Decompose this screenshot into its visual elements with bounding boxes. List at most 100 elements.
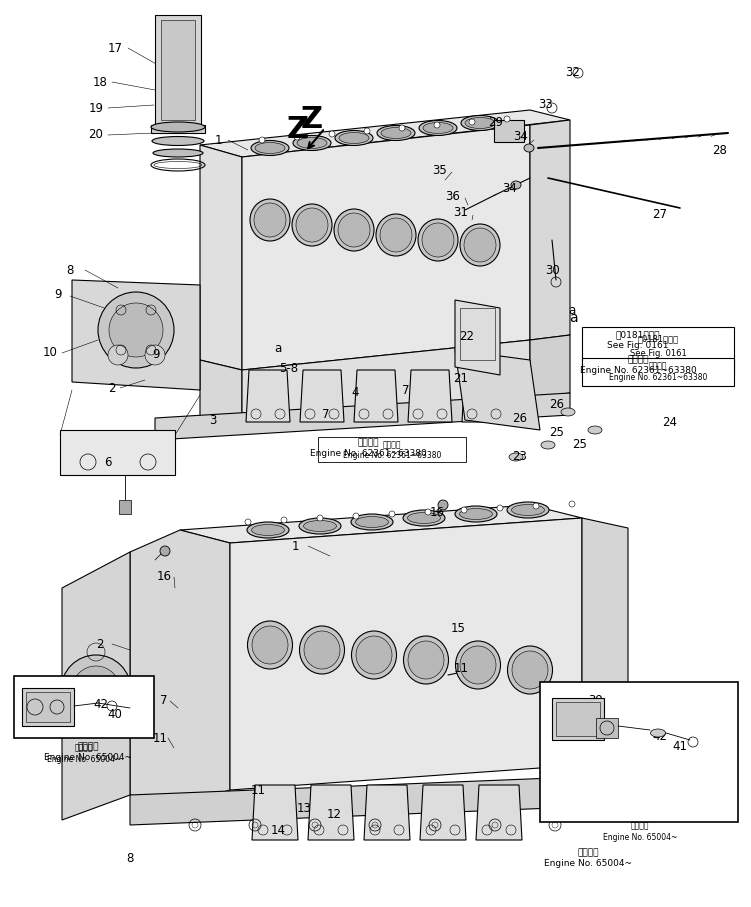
Bar — [155, 15, 201, 125]
Polygon shape — [408, 370, 452, 422]
Text: 42: 42 — [653, 729, 668, 743]
Ellipse shape — [509, 453, 523, 461]
Circle shape — [434, 122, 440, 128]
Ellipse shape — [464, 228, 496, 262]
Polygon shape — [252, 785, 298, 840]
Text: 26: 26 — [550, 398, 565, 412]
Circle shape — [469, 119, 475, 125]
Text: 8: 8 — [66, 264, 74, 277]
Text: 41: 41 — [672, 739, 687, 753]
Ellipse shape — [252, 626, 288, 664]
Text: a: a — [274, 342, 282, 355]
Ellipse shape — [408, 641, 444, 679]
Text: 15: 15 — [451, 621, 466, 635]
Circle shape — [569, 501, 575, 507]
Polygon shape — [530, 335, 570, 398]
Ellipse shape — [356, 636, 392, 674]
Circle shape — [160, 546, 170, 556]
Text: 12: 12 — [327, 808, 342, 822]
Text: 42: 42 — [94, 697, 108, 710]
Text: 9: 9 — [54, 288, 62, 301]
Ellipse shape — [355, 516, 388, 528]
Text: 28: 28 — [713, 143, 728, 157]
Polygon shape — [130, 530, 230, 805]
Text: 11: 11 — [454, 661, 469, 675]
Ellipse shape — [588, 426, 602, 434]
Polygon shape — [62, 552, 130, 820]
Text: 7: 7 — [403, 384, 410, 396]
Ellipse shape — [460, 509, 493, 520]
Circle shape — [389, 511, 395, 517]
Ellipse shape — [381, 128, 411, 139]
Bar — [596, 718, 618, 738]
Text: 適用号機
Engine No. 62361~63380: 適用号機 Engine No. 62361~63380 — [580, 356, 696, 375]
Circle shape — [497, 505, 503, 511]
Ellipse shape — [524, 144, 534, 152]
Text: 14: 14 — [270, 824, 285, 836]
Text: Engine No. 65004~: Engine No. 65004~ — [603, 834, 677, 843]
Text: 32: 32 — [566, 65, 581, 79]
Polygon shape — [200, 360, 242, 430]
Ellipse shape — [303, 521, 336, 532]
Ellipse shape — [418, 219, 458, 261]
Polygon shape — [582, 518, 628, 775]
Polygon shape — [60, 430, 175, 475]
Ellipse shape — [255, 142, 285, 153]
Text: 35: 35 — [433, 163, 448, 177]
Ellipse shape — [650, 729, 665, 737]
Text: 26: 26 — [512, 412, 527, 424]
Circle shape — [364, 128, 370, 134]
Text: 37: 37 — [35, 707, 50, 720]
Text: 31: 31 — [454, 207, 469, 219]
Circle shape — [399, 125, 405, 131]
Ellipse shape — [460, 646, 496, 684]
Ellipse shape — [422, 223, 454, 257]
Ellipse shape — [511, 181, 521, 189]
Ellipse shape — [335, 131, 373, 145]
Circle shape — [425, 509, 431, 515]
Text: 第0181図参照: 第0181図参照 — [638, 335, 679, 344]
Text: See Fig. 0161: See Fig. 0161 — [629, 348, 686, 357]
Text: 3: 3 — [210, 414, 217, 426]
Text: 1: 1 — [291, 540, 299, 552]
Text: 2: 2 — [108, 382, 116, 395]
Text: 34: 34 — [514, 131, 529, 143]
Text: 17: 17 — [107, 42, 122, 54]
Polygon shape — [72, 280, 200, 390]
Text: 13: 13 — [297, 802, 312, 814]
Ellipse shape — [292, 204, 332, 246]
Text: Engine No. 62361~63380: Engine No. 62361~63380 — [342, 452, 441, 461]
Polygon shape — [530, 120, 570, 340]
Circle shape — [61, 655, 131, 725]
Polygon shape — [180, 505, 582, 543]
Bar — [14, 676, 154, 738]
Circle shape — [353, 513, 359, 519]
Polygon shape — [246, 370, 290, 422]
Polygon shape — [242, 340, 530, 430]
Text: 19: 19 — [89, 102, 104, 114]
Circle shape — [245, 519, 251, 525]
Text: 5-8: 5-8 — [279, 362, 299, 375]
Text: 36: 36 — [445, 190, 460, 202]
Ellipse shape — [380, 218, 412, 252]
Ellipse shape — [403, 510, 445, 526]
Text: 1: 1 — [214, 133, 222, 147]
Polygon shape — [230, 518, 582, 790]
Polygon shape — [364, 785, 410, 840]
Text: 27: 27 — [653, 209, 668, 221]
Polygon shape — [242, 125, 530, 370]
Text: 38: 38 — [601, 719, 615, 733]
Polygon shape — [130, 775, 628, 825]
Circle shape — [109, 303, 163, 357]
Ellipse shape — [377, 125, 415, 141]
Text: 11: 11 — [251, 784, 266, 796]
Circle shape — [145, 345, 165, 365]
Text: Z: Z — [301, 105, 323, 134]
Circle shape — [533, 503, 539, 509]
Text: 適用号機
Engine No. 65004~: 適用号機 Engine No. 65004~ — [44, 742, 132, 762]
Polygon shape — [300, 370, 344, 422]
Text: 適用号機: 適用号機 — [383, 441, 401, 450]
Bar — [556, 702, 600, 736]
Ellipse shape — [151, 122, 205, 132]
Polygon shape — [455, 300, 500, 375]
